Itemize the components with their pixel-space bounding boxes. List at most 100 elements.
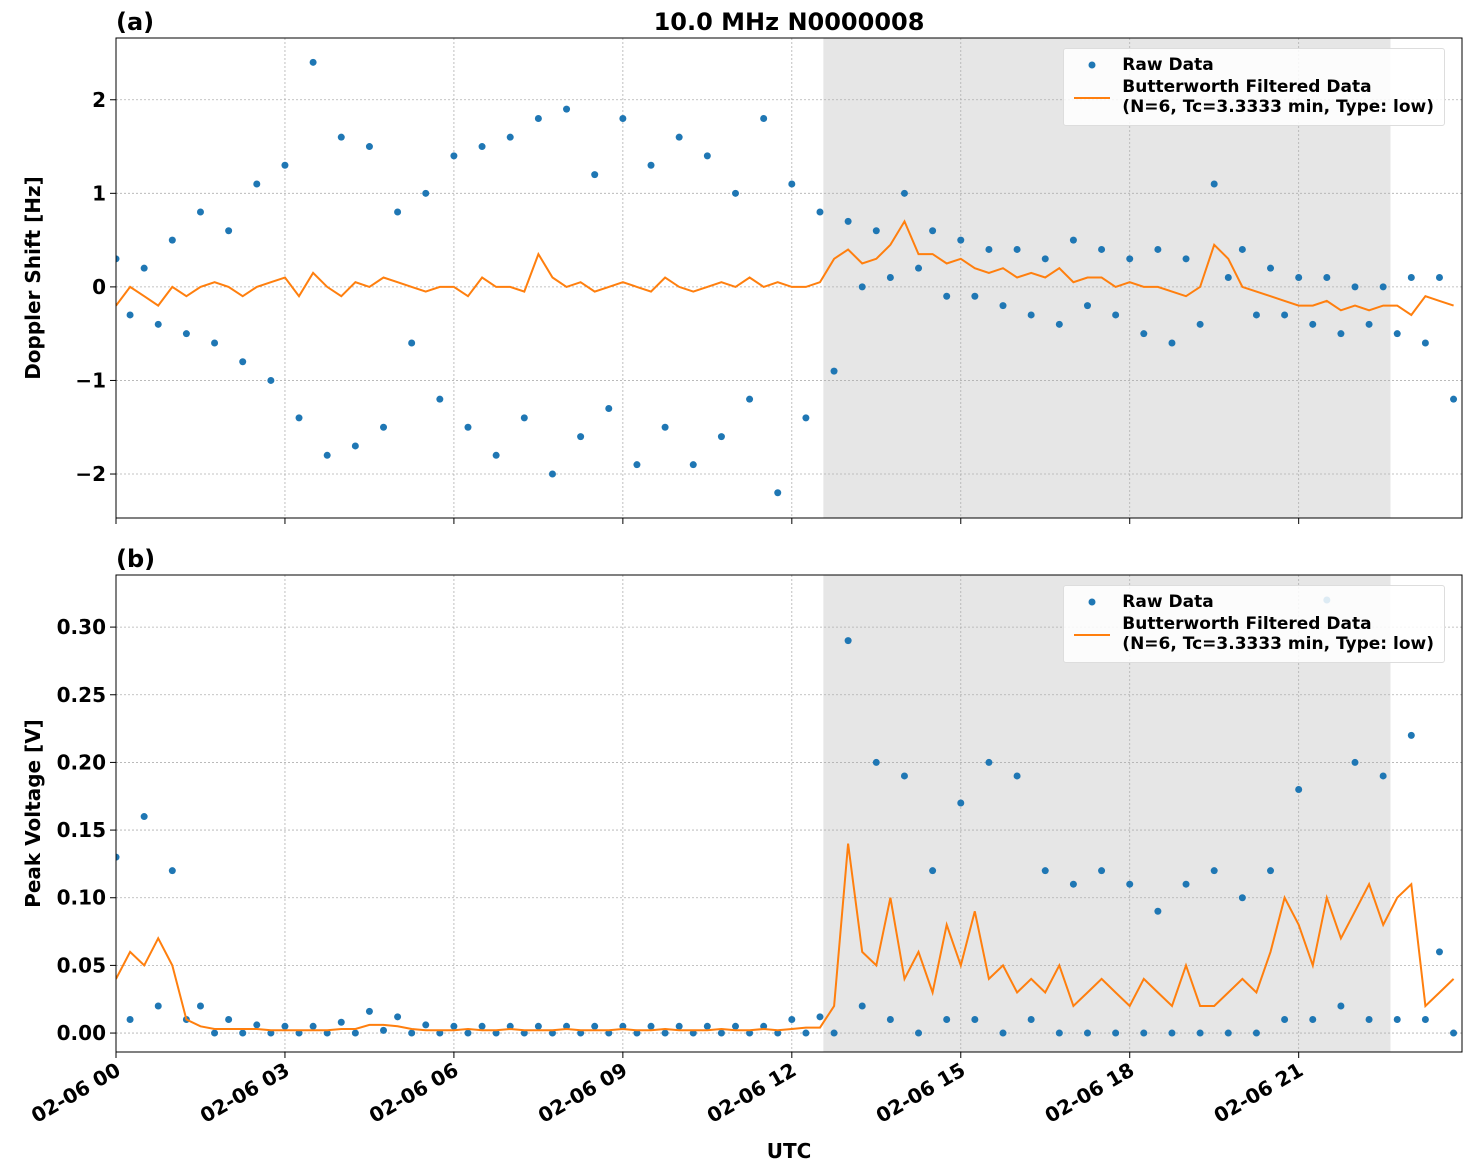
raw-point bbox=[1379, 283, 1387, 291]
legend-key bbox=[1072, 77, 1112, 99]
raw-point bbox=[1027, 1016, 1035, 1024]
raw-point bbox=[211, 1029, 219, 1037]
raw-point bbox=[534, 1022, 542, 1030]
plot-area bbox=[116, 596, 1458, 1037]
raw-point bbox=[999, 302, 1007, 310]
raw-point bbox=[1337, 1002, 1345, 1010]
raw-point bbox=[267, 376, 275, 384]
raw-point bbox=[1393, 1016, 1401, 1024]
raw-point bbox=[126, 311, 134, 319]
x-tick-label: 02-06 06 bbox=[365, 1058, 463, 1128]
raw-point bbox=[971, 1016, 979, 1024]
x-tick-label: 02-06 12 bbox=[703, 1058, 801, 1128]
raw-point bbox=[506, 1022, 514, 1030]
raw-point bbox=[957, 236, 965, 244]
raw-point bbox=[154, 320, 162, 328]
raw-point bbox=[760, 1022, 768, 1030]
raw-point bbox=[957, 799, 965, 807]
raw-point bbox=[774, 1029, 782, 1037]
raw-point bbox=[337, 1018, 345, 1026]
raw-point bbox=[816, 208, 824, 216]
legend-key bbox=[1072, 614, 1112, 636]
raw-point bbox=[1351, 283, 1359, 291]
raw-point bbox=[788, 180, 796, 188]
raw-point bbox=[802, 414, 810, 422]
raw-point bbox=[703, 152, 711, 160]
raw-point bbox=[116, 853, 120, 861]
raw-point bbox=[422, 189, 430, 197]
legend-entry: Butterworth Filtered Data (N=6, Tc=3.333… bbox=[1072, 77, 1434, 117]
raw-point bbox=[872, 227, 880, 235]
raw-point bbox=[661, 423, 669, 431]
raw-point bbox=[309, 1022, 317, 1030]
raw-point bbox=[689, 461, 697, 469]
raw-point bbox=[689, 1029, 697, 1037]
raw-point bbox=[1379, 772, 1387, 780]
raw-point bbox=[1309, 320, 1317, 328]
raw-point bbox=[1421, 339, 1429, 347]
raw-point bbox=[858, 283, 866, 291]
y-tick-label: 0.25 bbox=[57, 683, 106, 707]
y-tick-label: 0.15 bbox=[57, 818, 106, 842]
raw-point bbox=[323, 1029, 331, 1037]
raw-point bbox=[1252, 1029, 1260, 1037]
y-tick-label: 2 bbox=[92, 88, 106, 112]
axes-frame bbox=[115, 37, 1463, 519]
raw-point bbox=[915, 264, 923, 272]
raw-point bbox=[717, 433, 725, 441]
raw-point bbox=[1421, 1016, 1429, 1024]
panel-label: (a) bbox=[116, 8, 154, 36]
legend-marker bbox=[1088, 61, 1096, 69]
raw-point bbox=[534, 114, 542, 122]
raw-point bbox=[394, 1013, 402, 1021]
raw-point bbox=[126, 1016, 134, 1024]
raw-point bbox=[633, 1029, 641, 1037]
raw-point bbox=[647, 1022, 655, 1030]
raw-point bbox=[943, 1016, 951, 1024]
raw-point bbox=[281, 161, 289, 169]
raw-point bbox=[295, 414, 303, 422]
raw-point bbox=[1252, 311, 1260, 319]
raw-point bbox=[1126, 880, 1134, 888]
raw-point bbox=[999, 1029, 1007, 1037]
legend-key bbox=[1072, 592, 1112, 612]
raw-point bbox=[760, 114, 768, 122]
raw-point bbox=[116, 255, 120, 263]
raw-point bbox=[619, 114, 627, 122]
raw-point bbox=[492, 451, 500, 459]
raw-point bbox=[1013, 245, 1021, 253]
legend-swatch bbox=[1074, 634, 1111, 636]
legend-marker bbox=[1088, 598, 1096, 606]
raw-point bbox=[1323, 274, 1331, 282]
legend-label: Butterworth Filtered Data (N=6, Tc=3.333… bbox=[1122, 614, 1434, 654]
raw-point bbox=[1309, 1016, 1317, 1024]
y-tick-label: 1 bbox=[92, 181, 106, 205]
raw-point bbox=[196, 208, 204, 216]
legend-swatch bbox=[1074, 97, 1111, 99]
raw-point bbox=[1140, 330, 1148, 338]
raw-point bbox=[394, 208, 402, 216]
raw-point bbox=[1069, 880, 1077, 888]
axes-frame bbox=[115, 574, 1463, 1053]
raw-point bbox=[464, 1029, 472, 1037]
raw-point bbox=[408, 339, 416, 347]
raw-point bbox=[1027, 311, 1035, 319]
raw-point bbox=[380, 1026, 388, 1034]
raw-point bbox=[281, 1022, 289, 1030]
raw-point bbox=[802, 1029, 810, 1037]
raw-point bbox=[1112, 311, 1120, 319]
raw-point bbox=[619, 1022, 627, 1030]
raw-point bbox=[492, 1029, 500, 1037]
raw-point bbox=[140, 264, 148, 272]
raw-point bbox=[661, 1029, 669, 1037]
raw-point bbox=[703, 1022, 711, 1030]
legend-label: Raw Data bbox=[1122, 592, 1214, 612]
raw-point bbox=[816, 1013, 824, 1021]
x-axis-label: UTC bbox=[767, 1139, 812, 1163]
filtered-line bbox=[116, 219, 1454, 317]
raw-point bbox=[1393, 330, 1401, 338]
raw-point bbox=[351, 1029, 359, 1037]
raw-point bbox=[1407, 274, 1415, 282]
raw-point bbox=[520, 414, 528, 422]
raw-point bbox=[1041, 255, 1049, 263]
